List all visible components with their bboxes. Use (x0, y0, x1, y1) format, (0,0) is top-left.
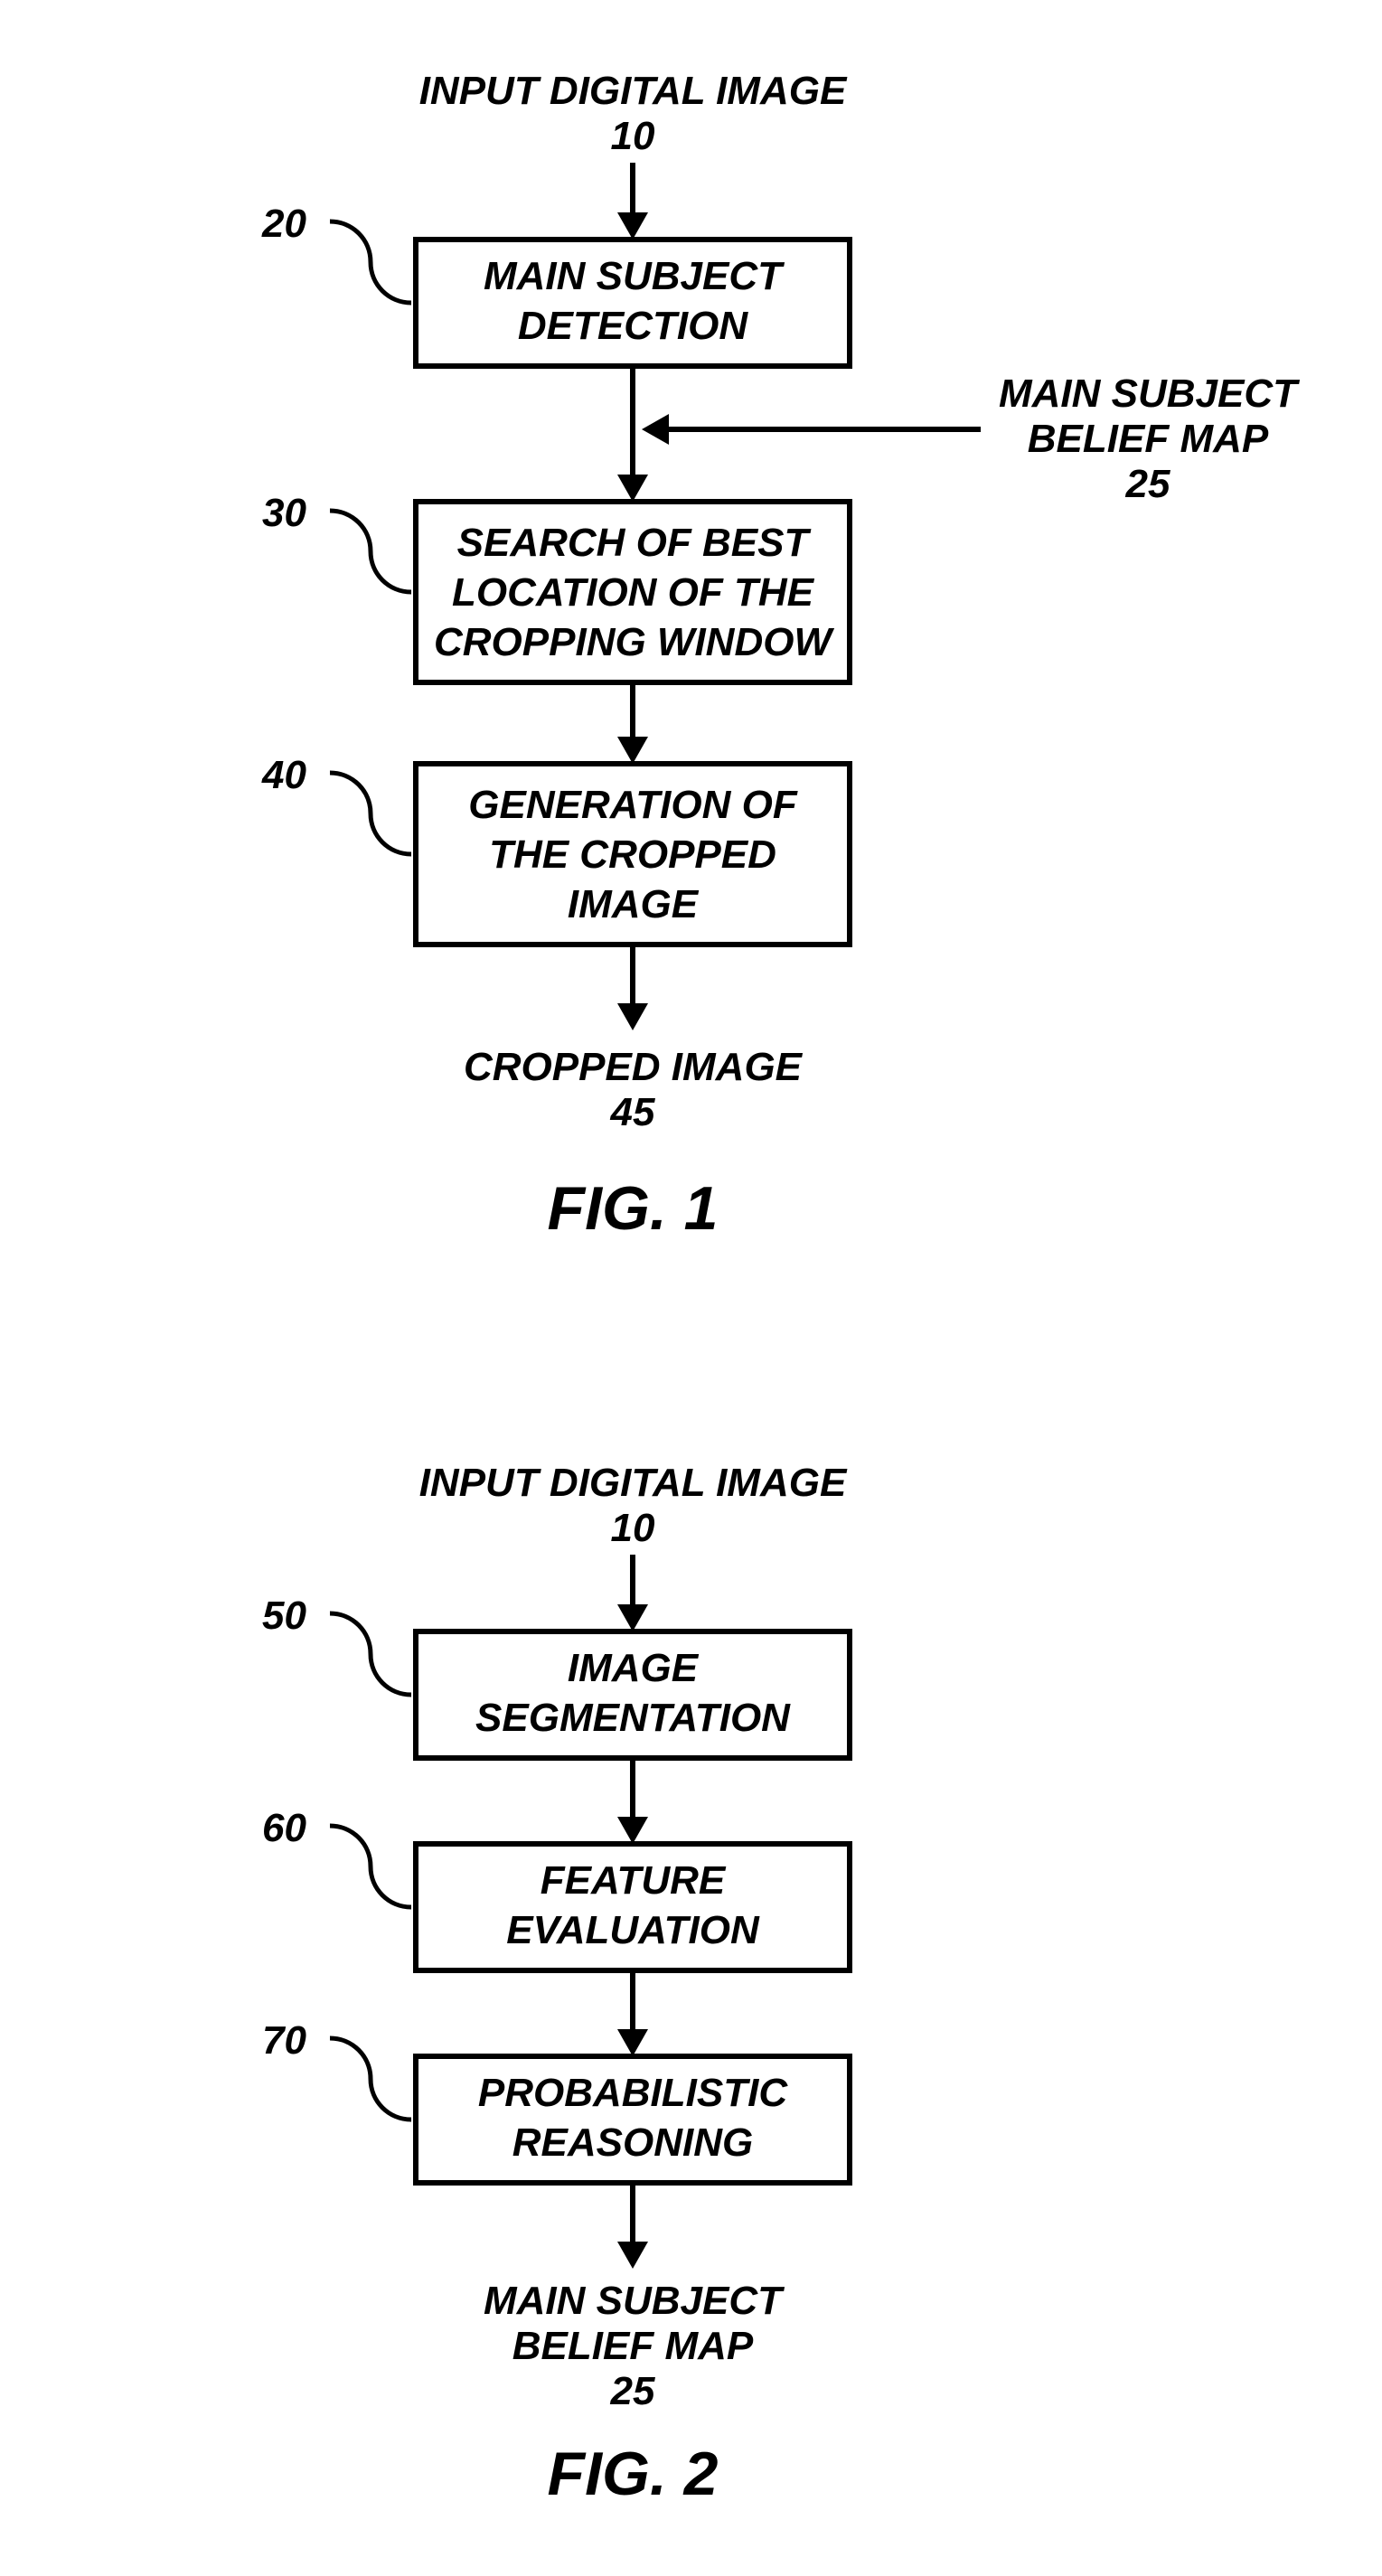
fig1-output-num: 45 (610, 1090, 655, 1134)
fig2-arrow-2-head (617, 1817, 648, 1844)
fig1-lead-40 (330, 773, 411, 854)
fig2-title: FIG. 2 (548, 2440, 719, 2508)
fig2-ref-70: 70 (262, 2018, 306, 2063)
fig1-box20-l1: MAIN SUBJECT (484, 254, 785, 298)
fig2-group: INPUT DIGITAL IMAGE 10 IMAGE SEGMENTATIO… (262, 1461, 850, 2508)
fig1-input-num: 10 (611, 114, 655, 158)
fig1-ref-20: 20 (261, 202, 306, 246)
fig1-ref-30: 30 (262, 491, 306, 535)
fig1-box20-l2: DETECTION (518, 304, 748, 348)
fig1-side-l1: MAIN SUBJECT (999, 371, 1300, 416)
fig2-arrow-3-head (617, 2029, 648, 2056)
fig2-output-l2: BELIEF MAP (512, 2324, 754, 2368)
fig1-side-num: 25 (1125, 462, 1170, 506)
fig1-box30-l1: SEARCH OF BEST (457, 521, 812, 565)
fig1-title: FIG. 1 (548, 1174, 719, 1243)
fig1-arrow-2-head (617, 475, 648, 502)
fig2-output-l1: MAIN SUBJECT (484, 2279, 785, 2323)
fig1-side-l2: BELIEF MAP (1028, 417, 1269, 461)
fig1-box40-l2: THE CROPPED (489, 832, 776, 877)
fig1-box40-l1: GENERATION OF (468, 783, 798, 827)
fig1-group: INPUT DIGITAL IMAGE 10 MAIN SUBJECT DETE… (261, 69, 1300, 1243)
fig1-lead-20 (330, 221, 411, 303)
fig1-arrow-3-head (617, 737, 648, 764)
fig2-input-label: INPUT DIGITAL IMAGE (419, 1461, 848, 1505)
fig2-box60-l2: EVALUATION (506, 1908, 760, 1952)
fig2-lead-60 (330, 1826, 411, 1907)
fig1-box30-l3: CROPPING WINDOW (434, 620, 834, 664)
fig2-arrow-1-head (617, 1604, 648, 1631)
fig1-lead-30 (330, 511, 411, 592)
fig2-ref-60: 60 (262, 1806, 306, 1850)
diagram-root: INPUT DIGITAL IMAGE 10 MAIN SUBJECT DETE… (0, 0, 1382, 2576)
fig2-arrow-4-head (617, 2242, 648, 2269)
fig2-box60-l1: FEATURE (541, 1858, 727, 1903)
fig1-input-label: INPUT DIGITAL IMAGE (419, 69, 848, 113)
fig2-ref-50: 50 (262, 1594, 306, 1638)
fig2-box50-l2: SEGMENTATION (475, 1696, 791, 1740)
fig1-ref-40: 40 (261, 753, 306, 797)
fig2-box70-l2: REASONING (512, 2120, 753, 2165)
fig2-input-num: 10 (611, 1506, 655, 1550)
fig1-side-arrow-head (642, 414, 669, 445)
fig1-output-l1: CROPPED IMAGE (464, 1045, 804, 1089)
fig1-arrow-1-head (617, 212, 648, 240)
fig1-box40-l3: IMAGE (568, 882, 700, 926)
fig2-lead-70 (330, 2038, 411, 2120)
fig1-box30-l2: LOCATION OF THE (452, 570, 815, 615)
fig2-box70-l1: PROBABILISTIC (478, 2071, 788, 2115)
fig2-output-num: 25 (610, 2369, 655, 2413)
fig1-arrow-4-head (617, 1003, 648, 1030)
fig2-box50-l1: IMAGE (568, 1646, 700, 1690)
fig2-lead-50 (330, 1613, 411, 1695)
